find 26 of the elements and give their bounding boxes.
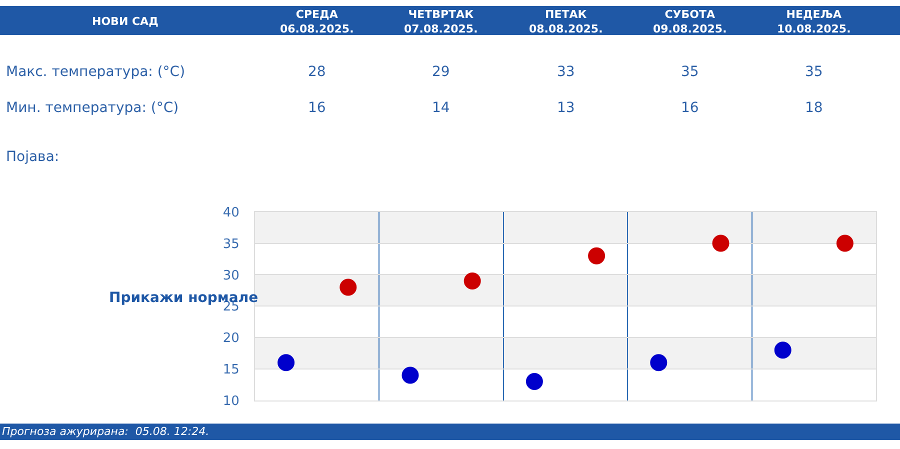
data-label: 35 <box>805 64 823 80</box>
data-label: 14 <box>432 100 450 116</box>
data-label: 18 <box>805 100 823 116</box>
y-tick-label: 15 <box>222 362 240 378</box>
category-label: ПЕТАК 08.08.2025. <box>529 8 603 36</box>
y-tick-label: 10 <box>222 394 240 409</box>
y-tick-label: 30 <box>222 268 240 284</box>
data-label: 35 <box>681 64 699 80</box>
text: Прогноза ажурирана: 05.08. 12:24. <box>2 425 210 438</box>
category-label: СРЕДА 06.08.2025. <box>280 8 354 36</box>
category-label: НЕДЕЉА 10.08.2025. <box>777 8 851 36</box>
data-label: 13 <box>557 100 575 116</box>
y-tick-label: 35 <box>222 236 240 252</box>
y-tick-label: 20 <box>222 331 240 346</box>
category-label: СУБОТА 09.08.2025. <box>653 8 727 36</box>
y-tick-label: 40 <box>222 205 240 220</box>
data-label: 16 <box>308 100 326 116</box>
data-label: 29 <box>432 64 450 80</box>
text: Мин. температура: (°C) <box>6 100 179 116</box>
text: Појава: <box>6 149 60 165</box>
data-label: 33 <box>557 64 575 80</box>
category-label: ЧЕТВРТАК 07.08.2025. <box>404 8 478 36</box>
data-label: 28 <box>308 64 326 80</box>
text: НОВИ САД <box>92 15 159 28</box>
data-label: 16 <box>681 100 699 116</box>
text: Макс. температура: (°C) <box>6 64 186 80</box>
